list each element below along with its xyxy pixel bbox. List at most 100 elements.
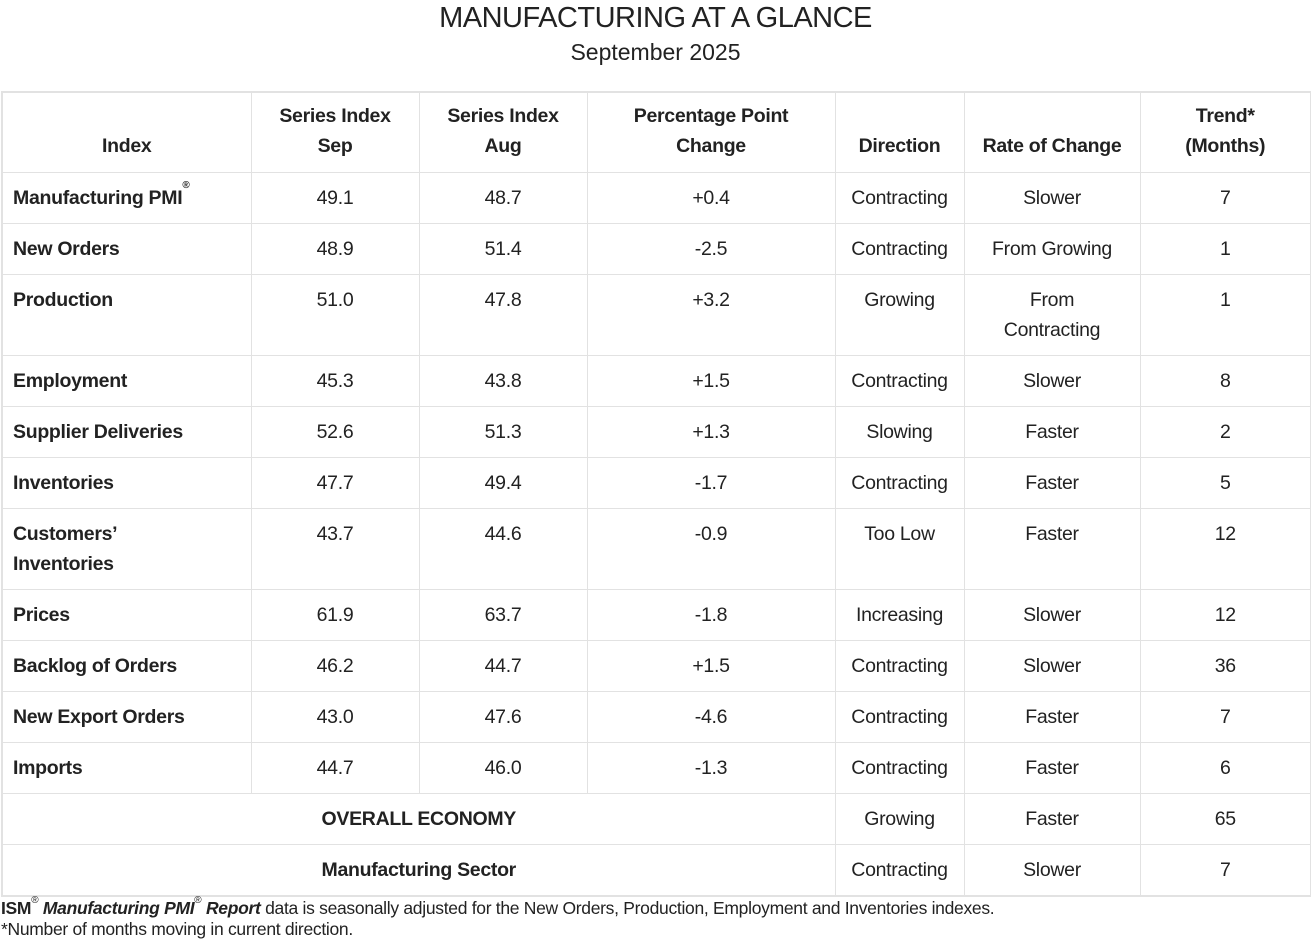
- footnote-text: data is seasonally adjusted for the New …: [265, 898, 995, 918]
- cell-change: -1.7: [586, 457, 836, 509]
- cell-trend: 7: [1139, 844, 1311, 897]
- table-row: Inventories 47.7 49.4 -1.7 Contracting Faster…: [1, 457, 1311, 509]
- cell-rate: Slower: [963, 172, 1141, 224]
- table-row: Prices 61.9 63.7 -1.8 Increasing Slower 12: [1, 589, 1311, 641]
- page-title: MANUFACTURING AT A GLANCE: [439, 2, 872, 34]
- cell-trend: 1: [1139, 274, 1311, 356]
- column-header: Trend* (Months): [1139, 91, 1311, 173]
- column-header-text: Aug: [484, 135, 522, 157]
- footnote-trend: *Number of months moving in current dire…: [1, 919, 353, 939]
- cell-aug: 44.6: [418, 508, 588, 590]
- column-header: Series Index Aug: [418, 91, 588, 173]
- index-label: Backlog of Orders: [13, 655, 177, 677]
- cell-direction: Slowing: [834, 406, 965, 458]
- footnotes: ISM® Manufacturing PMI® Report data is s…: [1, 895, 995, 940]
- index-name: Production: [1, 274, 252, 356]
- index-name: New Export Orders: [1, 691, 252, 743]
- cell-trend: 8: [1139, 355, 1311, 407]
- index-label: Supplier Deliveries: [13, 421, 183, 443]
- cell-trend: 65: [1139, 793, 1311, 845]
- table-row: Backlog of Orders 46.2 44.7 +1.5 Contracting…: [1, 640, 1311, 692]
- index-name: New Orders: [1, 223, 252, 275]
- table-row: Manufacturing PMI® 49.1 48.7 +0.4 Contractin…: [1, 172, 1311, 224]
- column-header-text: Change: [676, 135, 746, 157]
- cell-aug: 48.7: [418, 172, 588, 224]
- cell-aug: 63.7: [418, 589, 588, 641]
- cell-direction: Contracting: [834, 844, 965, 897]
- index-name: Customers’ Inventories: [1, 508, 252, 590]
- cell-sep: 49.1: [250, 172, 420, 224]
- registered-mark: ®: [31, 895, 39, 906]
- page-subtitle: September 2025: [570, 39, 741, 65]
- cell-sep: 43.7: [250, 508, 420, 590]
- cell-trend: 7: [1139, 172, 1311, 224]
- cell-direction: Contracting: [834, 457, 965, 509]
- cell-aug: 51.3: [418, 406, 588, 458]
- cell-trend: 36: [1139, 640, 1311, 692]
- table-row: Production 51.0 47.8 +3.2 Growing From Contra…: [1, 274, 1311, 356]
- index-label: Manufacturing PMI: [13, 187, 183, 209]
- cell-aug: 43.8: [418, 355, 588, 407]
- report-name: Manufacturing PMI: [42, 898, 195, 918]
- registered-mark: ®: [182, 180, 190, 191]
- cell-aug: 47.6: [418, 691, 588, 743]
- cell-rate: Faster: [963, 406, 1141, 458]
- manufacturing-table: Index Series Index Sep Series Index Aug Perce…: [1, 91, 1311, 897]
- summary-label: Manufacturing Sector: [1, 844, 836, 897]
- cell-rate: From Growing: [963, 223, 1141, 275]
- column-header: Rate of Change: [963, 91, 1141, 173]
- column-header-text: Rate of Change: [982, 135, 1122, 157]
- index-label: New Orders: [13, 238, 120, 260]
- index-label: Employment: [13, 370, 128, 392]
- cell-sep: 51.0: [250, 274, 420, 356]
- cell-trend: 12: [1139, 589, 1311, 641]
- cell-trend: 6: [1139, 742, 1311, 794]
- cell-rate: Slower: [963, 640, 1141, 692]
- cell-rate: Slower: [963, 844, 1141, 897]
- cell-direction: Contracting: [834, 355, 965, 407]
- cell-rate: Faster: [963, 793, 1141, 845]
- table-row: Supplier Deliveries 52.6 51.3 +1.3 Slowing Fa…: [1, 406, 1311, 458]
- cell-sep: 48.9: [250, 223, 420, 275]
- cell-change: +1.5: [586, 640, 836, 692]
- cell-sep: 46.2: [250, 640, 420, 692]
- cell-direction: Contracting: [834, 691, 965, 743]
- cell-rate: Slower: [963, 589, 1141, 641]
- cell-change: +3.2: [586, 274, 836, 356]
- cell-sep: 52.6: [250, 406, 420, 458]
- cell-trend: 2: [1139, 406, 1311, 458]
- summary-row: Manufacturing Sector Contracting Slower 7: [1, 844, 1311, 897]
- index-label: New Export Orders: [13, 706, 185, 728]
- header-row: Index Series Index Sep Series Index Aug Perce…: [1, 91, 1311, 173]
- column-header-text: Trend*: [1195, 105, 1255, 127]
- column-header-text: Series Index: [279, 105, 391, 127]
- column-header: Percentage Point Change: [586, 91, 836, 173]
- table-row: Imports 44.7 46.0 -1.3 Contracting Faster 6: [1, 742, 1311, 794]
- column-header-text: Sep: [317, 135, 353, 157]
- cell-sep: 44.7: [250, 742, 420, 794]
- cell-trend: 1: [1139, 223, 1311, 275]
- cell-change: -2.5: [586, 223, 836, 275]
- cell-direction: Increasing: [834, 589, 965, 641]
- table-row: Customers’ Inventories 43.7 44.6 -0.9 Too Lo…: [1, 508, 1311, 590]
- index-label: Production: [13, 289, 113, 311]
- cell-sep: 61.9: [250, 589, 420, 641]
- cell-direction: Contracting: [834, 742, 965, 794]
- column-header: Index: [1, 91, 252, 173]
- cell-change: -0.9: [586, 508, 836, 590]
- cell-aug: 47.8: [418, 274, 588, 356]
- index-name: Manufacturing PMI®: [1, 172, 252, 224]
- column-header-text: Direction: [858, 135, 941, 157]
- table-row: New Orders 48.9 51.4 -2.5 Contracting From Gr…: [1, 223, 1311, 275]
- cell-change: +1.3: [586, 406, 836, 458]
- cell-change: -1.3: [586, 742, 836, 794]
- column-header: Series Index Sep: [250, 91, 420, 173]
- cell-direction: Contracting: [834, 223, 965, 275]
- cell-change: +0.4: [586, 172, 836, 224]
- index-name: Backlog of Orders: [1, 640, 252, 692]
- cell-rate: Faster: [963, 508, 1141, 590]
- column-header-text: Percentage Point: [633, 105, 789, 127]
- cell-direction: Contracting: [834, 172, 965, 224]
- column-header-text: Series Index: [447, 105, 559, 127]
- cell-direction: Contracting: [834, 640, 965, 692]
